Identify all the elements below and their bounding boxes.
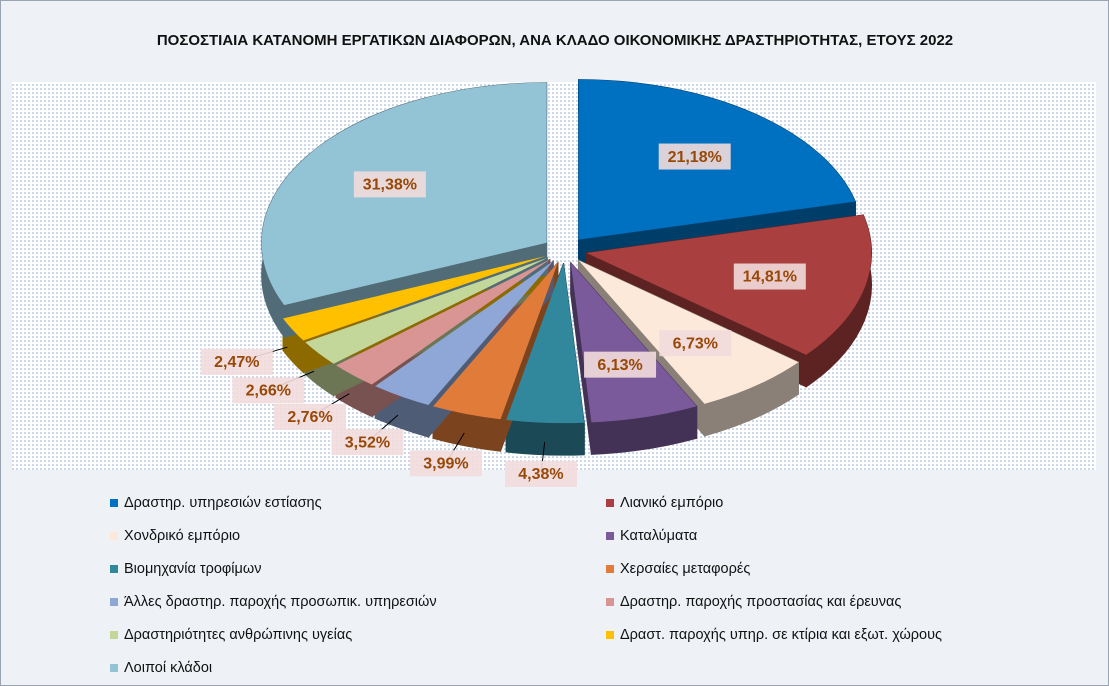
legend-item: Δραστηρ. παροχής προστασίας και έρευνας [606, 591, 1070, 612]
label-box [331, 429, 404, 456]
data-label: 2,47% [214, 354, 259, 371]
data-label: 21,18% [668, 149, 722, 166]
legend-swatch [606, 597, 614, 606]
legend-label: Χονδρικό εμπόριο [124, 527, 241, 544]
legend-label: Δραστηρ. παροχής προστασίας και έρευνας [620, 593, 902, 610]
slice [336, 259, 550, 385]
legend-label: Λοιποί κλάδοι [124, 659, 213, 676]
legend-label: Καταλύματα [620, 527, 698, 544]
data-label: 3,99% [423, 456, 468, 473]
legend-label: Δραστηρ. υπηρεσιών εστίασης [124, 494, 322, 511]
label-box [504, 460, 577, 487]
legend-label: Λιανικό εμπόριο [620, 494, 724, 511]
legend-item: Χονδρικό εμπόριο [110, 525, 606, 546]
slice [570, 262, 697, 423]
legend-item: Καταλύματα [606, 525, 1070, 546]
slice [305, 257, 548, 364]
slice-side [505, 419, 585, 456]
label-box [659, 330, 732, 357]
legend-item: Δραστ. παροχής υπηρ. σε κτίρια και εξωτ.… [606, 624, 1070, 645]
label-box [232, 377, 305, 404]
legend-swatch [110, 630, 118, 639]
legend: Δραστηρ. υπηρεσιών εστίασης Λιανικό εμπόρ… [110, 492, 1070, 678]
data-label: 6,13% [597, 357, 642, 374]
legend-item: Λοιποί κλάδοι [110, 657, 606, 678]
legend-item: Άλλες δραστηρ. παροχής προσωπικ. υπηρεσι… [110, 591, 606, 612]
label-box [409, 450, 482, 477]
slice-side [432, 405, 502, 452]
data-label: 6,73% [673, 335, 718, 352]
legend-swatch [606, 531, 614, 540]
slice [283, 256, 546, 341]
legend-label: Βιομηχανία τροφίμων [124, 560, 262, 577]
legend-swatch [110, 564, 118, 573]
legend-item: Δραστηρ. υπηρεσιών εστίασης [110, 492, 606, 513]
legend-label: Δραστηριότητες ανθρώπινης υγείας [124, 626, 353, 643]
legend-swatch [606, 498, 614, 507]
legend-item: Χερσαίες μεταφορές [606, 558, 1070, 579]
data-label: 14,81% [743, 269, 797, 286]
data-label: 4,38% [518, 466, 563, 483]
chart-title: ΠΟΣΟΣΤΙΑΙΑ ΚΑΤΑΝΟΜΗ ΕΡΓΑΤΙΚΩΝ ΔΙΑΦΟΡΩΝ, … [156, 32, 954, 49]
legend-swatch [606, 564, 614, 573]
label-box [733, 263, 806, 290]
legend-swatch [606, 630, 614, 639]
legend-item: Δραστηριότητες ανθρώπινης υγείας [110, 624, 606, 645]
legend-item: Λιανικό εμπόριο [606, 492, 1070, 513]
label-box [353, 171, 426, 198]
legend-item: Βιομηχανία τροφίμων [110, 558, 606, 579]
slice [586, 214, 872, 355]
legend-label: Χερσαίες μεταφορές [620, 560, 751, 577]
data-label: 2,66% [246, 383, 291, 400]
label-box [658, 143, 731, 170]
legend-swatch [110, 597, 118, 606]
slice [506, 263, 585, 424]
label-box [274, 403, 347, 430]
legend-swatch [110, 531, 118, 540]
data-label: 2,76% [287, 409, 332, 426]
legend-label: Άλλες δραστηρ. παροχής προσωπικ. υπηρεσι… [124, 593, 437, 610]
slice [433, 262, 558, 420]
data-label: 31,38% [363, 177, 417, 194]
legend-label: Δραστ. παροχής υπηρ. σε κτίρια και εξωτ.… [620, 626, 943, 643]
slice [375, 261, 554, 405]
legend-swatch [110, 498, 118, 507]
label-box [200, 348, 273, 375]
label-box [584, 351, 657, 378]
legend-swatch [110, 663, 118, 672]
data-label: 3,52% [345, 434, 390, 451]
